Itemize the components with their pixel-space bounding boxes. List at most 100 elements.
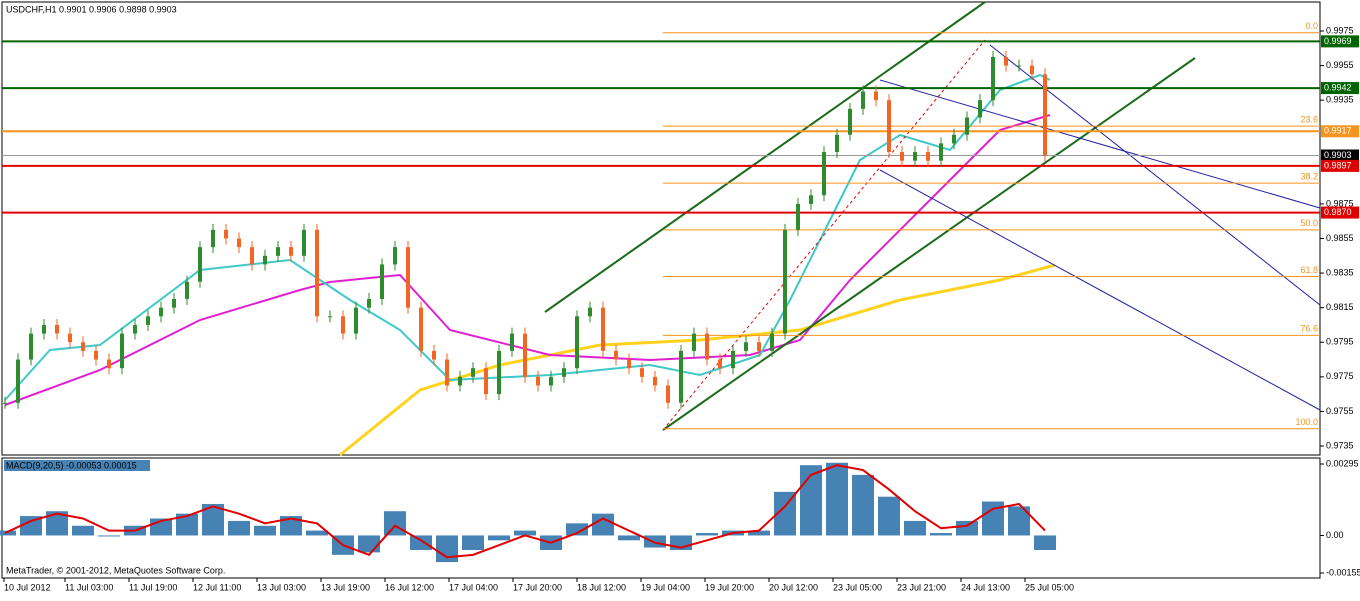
macd-bar <box>98 535 120 537</box>
main-pane-border <box>1 1 1321 456</box>
macd-bar <box>566 523 588 536</box>
macd-bar <box>410 535 432 550</box>
candle <box>29 333 33 360</box>
candle <box>289 247 293 256</box>
time-label: 12 Jul 11:00 <box>193 582 241 592</box>
time-label: 10 Jul 2012 <box>4 582 51 592</box>
channel-lower <box>662 57 1196 431</box>
price-tick-label: 0.9815 <box>1326 302 1354 312</box>
macd-bar <box>592 513 614 536</box>
fib-label: 50.0 <box>1300 218 1318 228</box>
time-label: 25 Jul 05:00 <box>1025 582 1074 592</box>
macd-bar <box>488 535 510 541</box>
candle <box>510 333 514 351</box>
chart-header: USDCHF,H1 0.9901 0.9906 0.9898 0.9903 <box>6 4 177 14</box>
macd-bar <box>176 513 198 536</box>
candle <box>159 307 163 317</box>
level-label: 0.9903 <box>1324 150 1352 160</box>
candle <box>783 229 787 334</box>
candle <box>341 316 345 334</box>
time-label: 16 Jul 12:00 <box>385 582 434 592</box>
macd-header-bg <box>4 460 150 471</box>
macd-signal <box>4 464 1046 559</box>
candle <box>68 333 72 343</box>
fib-diagonal <box>662 39 986 431</box>
time-label: 23 Jul 05:00 <box>833 582 882 592</box>
level-tag <box>1321 206 1359 219</box>
candle <box>835 134 839 153</box>
candle <box>250 247 254 265</box>
candle <box>81 342 85 351</box>
macd-bar <box>696 533 718 536</box>
candle <box>874 91 878 101</box>
time-label: 23 Jul 21:00 <box>897 582 946 592</box>
time-label: 17 Jul 20:00 <box>513 582 562 592</box>
macd-bar <box>826 462 848 536</box>
candle <box>679 350 683 403</box>
candle <box>640 368 644 377</box>
candle <box>744 342 748 351</box>
time-label: 20 Jul 12:00 <box>769 582 818 592</box>
candle <box>185 281 189 300</box>
candle <box>419 307 423 351</box>
macd-bar <box>306 530 328 536</box>
candle <box>458 376 462 386</box>
trend-blue <box>879 169 1321 411</box>
candle <box>718 359 722 369</box>
price-tick-label: 0.9935 <box>1326 95 1354 105</box>
macd-bar <box>228 520 250 536</box>
candle <box>627 359 631 369</box>
level-label: 0.9969 <box>1324 36 1352 46</box>
time-label: 11 Jul 03:00 <box>65 582 113 592</box>
macd-bar <box>0 530 16 536</box>
price-tick-label: 0.9795 <box>1326 337 1354 347</box>
candle <box>432 350 436 360</box>
level-tag <box>1321 35 1359 48</box>
candle <box>562 368 566 377</box>
candle <box>55 324 59 334</box>
time-label: 13 Jul 03:00 <box>257 582 306 592</box>
level-tag <box>1321 125 1359 138</box>
candle <box>822 152 826 196</box>
price-tick-label: 0.9835 <box>1326 267 1354 277</box>
candle <box>991 56 995 101</box>
candle <box>705 333 709 360</box>
level-label: 0.9897 <box>1324 160 1352 170</box>
copyright: MetaTrader, © 2001-2012, MetaQuotes Soft… <box>6 565 225 575</box>
macd-bar <box>436 535 458 563</box>
channel-upper <box>544 1 986 313</box>
candle <box>471 368 475 377</box>
macd-bar <box>358 535 380 553</box>
candle <box>692 333 696 351</box>
candle <box>965 117 969 135</box>
candle <box>3 402 7 404</box>
time-label: 13 Jul 19:00 <box>321 582 370 592</box>
fib-label: 0.0 <box>1305 21 1318 31</box>
candle <box>536 376 540 386</box>
level-label: 0.9917 <box>1324 126 1352 136</box>
candle <box>263 255 267 265</box>
candle <box>354 307 358 334</box>
candle <box>861 91 865 109</box>
candle <box>380 264 384 300</box>
fib-label: 38.2 <box>1300 172 1318 182</box>
candle <box>523 333 527 377</box>
candle <box>445 359 449 386</box>
macd-bar <box>46 511 68 536</box>
macd-bar <box>774 491 796 536</box>
macd-bar <box>644 535 666 548</box>
candle <box>978 100 982 118</box>
candle <box>926 152 930 161</box>
candle <box>315 229 319 317</box>
macd-bar <box>72 525 94 536</box>
price-tick-label: 0.9735 <box>1326 440 1354 450</box>
macd-tick-label: 0.00295 <box>1326 458 1359 468</box>
candle <box>393 247 397 265</box>
macd-bar <box>930 533 952 536</box>
candle <box>601 307 605 351</box>
macd-tick-label: 0.00 <box>1326 530 1344 540</box>
candle <box>133 324 137 334</box>
time-label: 17 Jul 04:00 <box>449 582 498 592</box>
candle <box>588 307 592 317</box>
